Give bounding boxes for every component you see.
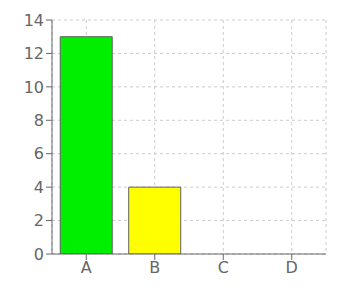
svg-text:6: 6 (34, 144, 44, 163)
svg-text:D: D (286, 258, 298, 277)
svg-text:2: 2 (34, 211, 44, 230)
svg-text:C: C (218, 258, 229, 277)
svg-text:12: 12 (24, 44, 44, 63)
svg-text:8: 8 (34, 111, 44, 130)
svg-text:0: 0 (34, 245, 44, 264)
svg-text:10: 10 (24, 78, 44, 97)
svg-text:A: A (81, 258, 92, 277)
svg-text:14: 14 (24, 11, 44, 30)
svg-text:B: B (149, 258, 160, 277)
svg-text:4: 4 (34, 178, 44, 197)
